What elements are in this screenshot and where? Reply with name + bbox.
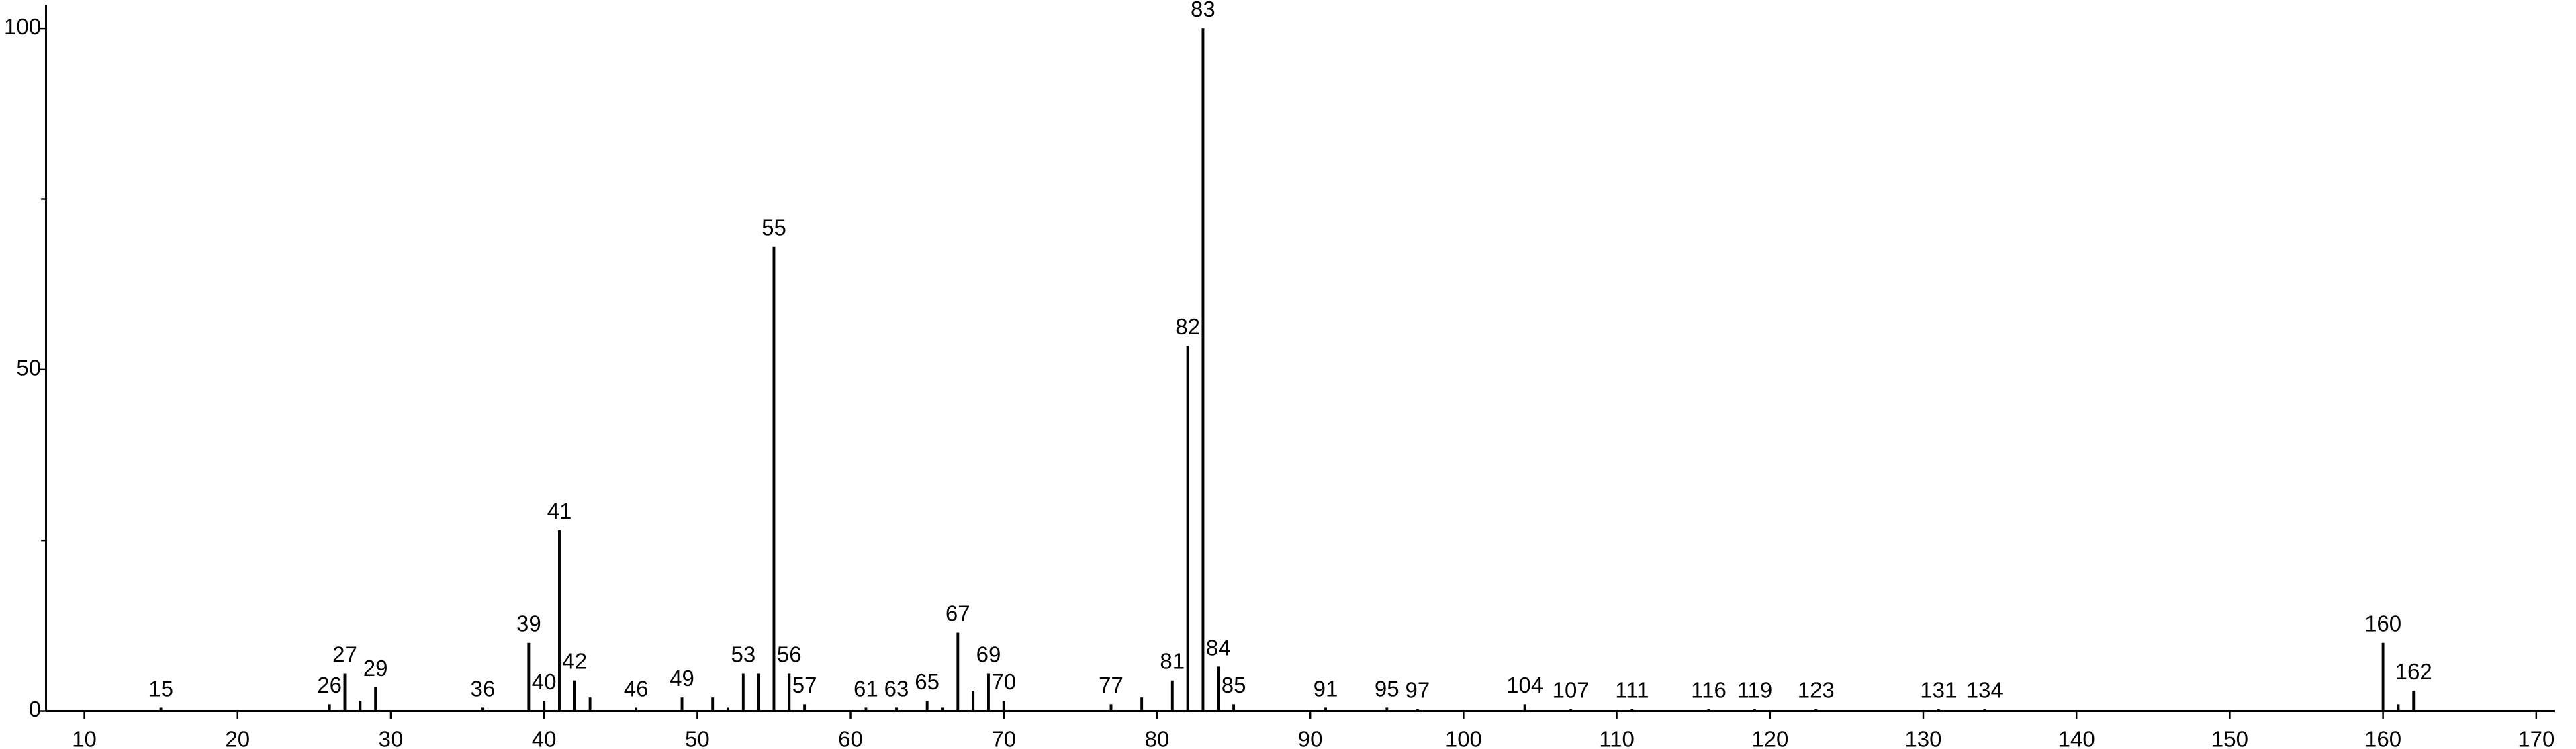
peak-label: 29 [363,656,388,681]
peak-label: 42 [562,649,587,674]
peak-label: 56 [777,642,802,666]
peak-label: 162 [2395,659,2432,684]
peak-label: 26 [317,672,342,697]
peak-label: 39 [516,611,541,636]
peak-label: 104 [1506,672,1543,697]
x-tick-label: 30 [379,726,404,749]
peak-label: 69 [976,642,1001,666]
y-tick-label: 100 [4,14,41,39]
peak-label: 55 [762,215,786,240]
x-tick-label: 20 [225,726,250,749]
y-tick-label: 0 [29,697,41,721]
y-tick-label: 50 [16,356,41,381]
x-tick-label: 70 [991,726,1016,749]
peak-label: 95 [1375,676,1399,701]
peak-label: 63 [884,676,909,701]
peak-label: 91 [1314,676,1338,701]
peak-label: 116 [1691,677,1727,702]
x-tick-label: 110 [1599,726,1635,749]
x-tick-label: 100 [1445,726,1482,749]
peak-label: 27 [332,642,357,666]
peak-label: 61 [854,676,878,701]
peak-label: 46 [624,676,649,701]
x-tick-label: 10 [72,726,97,749]
x-tick-label: 150 [2211,726,2248,749]
peak-label: 119 [1737,677,1773,702]
peak-label: 70 [991,669,1016,694]
peak-label: 131 [1920,677,1957,702]
x-tick-label: 90 [1298,726,1323,749]
peak-label: 111 [1615,677,1649,702]
x-tick-label: 130 [1904,726,1941,749]
x-tick-label: 80 [1145,726,1170,749]
peak-label: 134 [1966,677,2003,702]
peak-label: 97 [1406,677,1430,702]
peak-label: 85 [1222,672,1246,697]
peak-label: 123 [1798,677,1835,702]
peak-label: 107 [1553,677,1590,702]
x-tick-label: 60 [838,726,863,749]
peak-label: 41 [547,499,572,523]
x-tick-label: 50 [685,726,710,749]
peak-label: 53 [731,642,755,666]
x-tick-label: 160 [2364,726,2401,749]
x-tick-label: 40 [532,726,557,749]
peak-label: 160 [2364,611,2401,636]
peak-label: 67 [946,601,970,626]
peak-label: 77 [1099,672,1123,697]
peak-label: 15 [148,676,173,701]
x-tick-label: 120 [1751,726,1788,749]
peak-label: 81 [1160,649,1185,674]
peak-label: 49 [670,666,694,691]
peak-label: 84 [1206,635,1231,660]
peak-label: 83 [1191,0,1215,21]
peak-label: 82 [1175,314,1200,339]
x-tick-label: 170 [2518,726,2555,749]
peak-label: 65 [915,669,939,694]
x-tick-label: 140 [2058,726,2095,749]
peak-label: 36 [471,676,496,701]
peak-label: 57 [792,672,817,697]
peak-label: 40 [532,669,557,694]
